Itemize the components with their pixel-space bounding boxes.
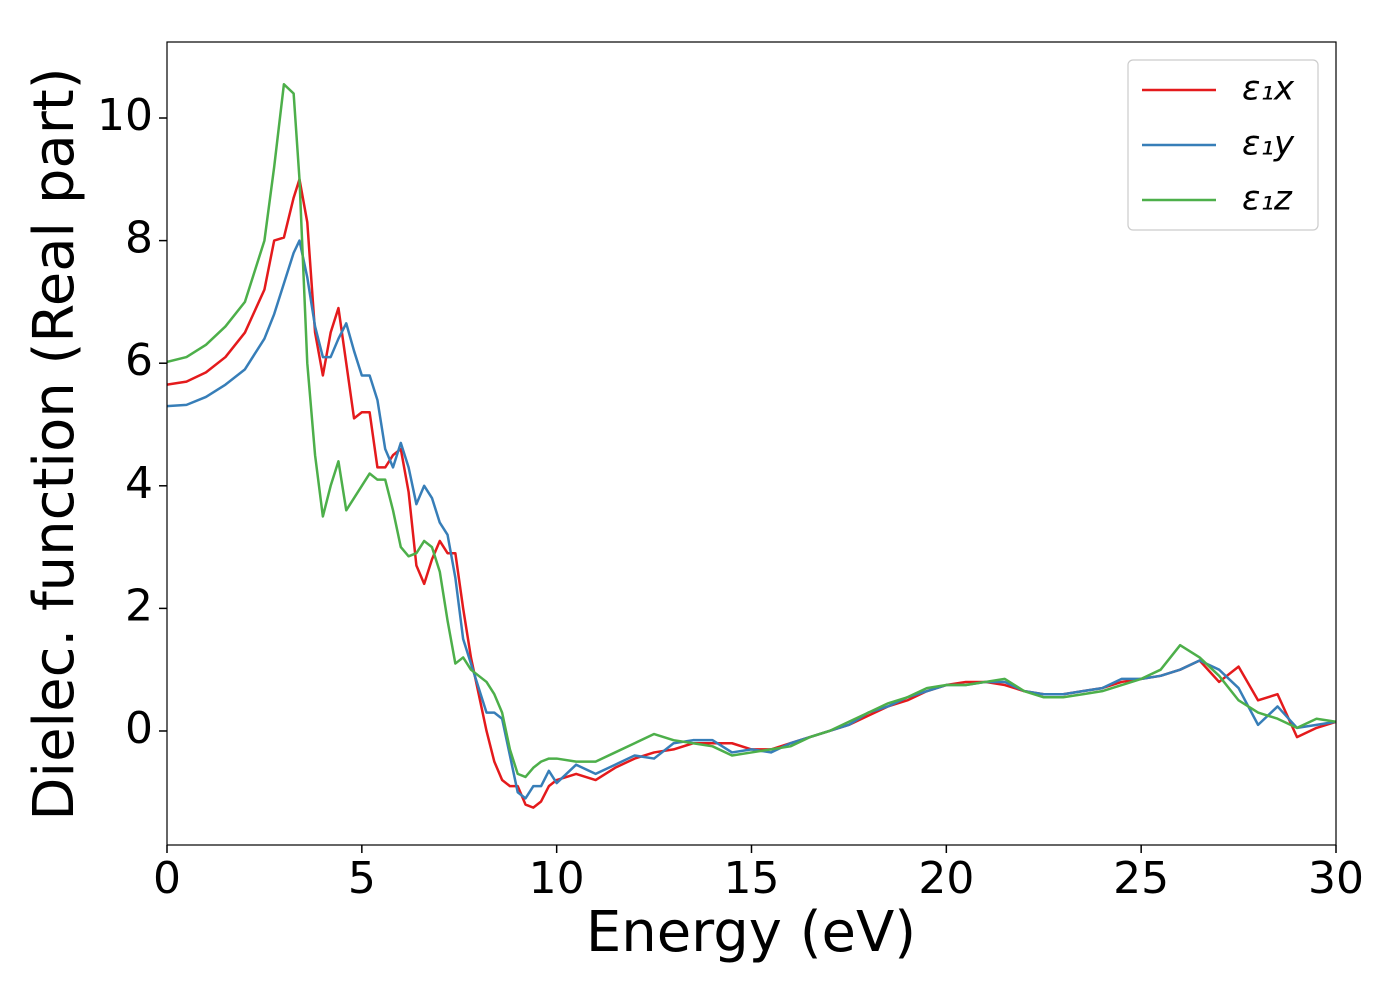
x-tick-label: 5 — [348, 853, 376, 904]
x-tick-label: 20 — [918, 853, 974, 904]
x-tick-label: 25 — [1113, 853, 1169, 904]
legend-box — [1127, 59, 1319, 231]
y-tick-label: 4 — [125, 458, 153, 509]
data-line — [167, 83, 1336, 779]
y-axis-label: Dielec. function (Real part) — [22, 67, 87, 820]
x-tick-label: 30 — [1308, 853, 1364, 904]
legend-label: ε₁z — [1242, 179, 1293, 219]
x-tick-label: 10 — [529, 853, 585, 904]
y-tick-label: 6 — [125, 335, 153, 386]
legend-label: ε₁x — [1242, 69, 1295, 109]
y-tick-label: 2 — [125, 580, 153, 631]
data-line — [167, 239, 1336, 800]
y-tick-label: 10 — [97, 90, 153, 141]
y-tick-label: 0 — [125, 703, 153, 754]
legend-label: ε₁y — [1242, 124, 1295, 164]
x-tick-label: 0 — [153, 853, 181, 904]
y-tick-label: 8 — [125, 213, 153, 264]
plot-frame — [166, 41, 1337, 846]
x-axis-label: Energy (eV) — [586, 900, 916, 965]
plot-lines — [167, 83, 1336, 809]
x-tick-label: 15 — [724, 853, 780, 904]
